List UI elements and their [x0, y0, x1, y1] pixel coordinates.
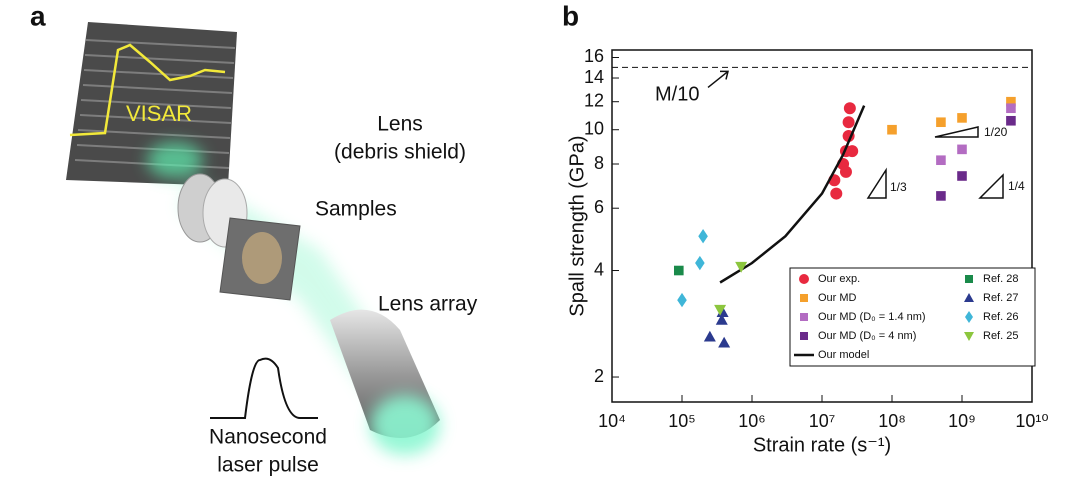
- x-tick-label: 10⁹: [948, 411, 976, 431]
- legend-swatch: [965, 311, 973, 323]
- pulse: [210, 357, 318, 419]
- point: [842, 116, 855, 129]
- slope-label: 1/3: [890, 180, 907, 194]
- x-tick-label: 10⁸: [878, 411, 906, 431]
- y-tick-label: 16: [584, 46, 604, 66]
- point: [673, 265, 684, 276]
- visar-label: VISAR: [126, 101, 192, 126]
- point: [843, 102, 856, 115]
- point: [715, 313, 728, 325]
- y-axis-label: Spall strength (GPa): [566, 135, 588, 316]
- x-tick-label: 10⁴: [598, 411, 626, 431]
- sample-disk: [242, 232, 282, 284]
- slope-label: 1/20: [984, 125, 1008, 139]
- point: [936, 191, 946, 201]
- legend-label: Ref. 28: [983, 273, 1018, 285]
- point: [695, 255, 705, 271]
- slope-triangle: [934, 126, 979, 138]
- point: [957, 171, 967, 181]
- point: [698, 229, 708, 244]
- point: [735, 261, 748, 273]
- slope-triangle: [978, 173, 1004, 199]
- slope-label: 1/4: [1008, 179, 1025, 193]
- point: [1006, 96, 1016, 107]
- legend-swatch: [964, 293, 974, 302]
- point: [1006, 103, 1016, 114]
- lens-note: (debris shield): [334, 141, 466, 164]
- legend-swatch: [799, 274, 809, 284]
- legend-swatch: [965, 275, 973, 283]
- x-axis-label: Strain rate (s⁻¹): [753, 434, 891, 456]
- slope-triangle: [866, 167, 887, 199]
- point: [936, 155, 946, 166]
- point: [936, 117, 946, 128]
- point: [718, 336, 731, 348]
- legend-label: Our model: [818, 349, 869, 361]
- legend-label: Ref. 27: [983, 292, 1018, 304]
- legend-label: Our exp.: [818, 273, 860, 285]
- pulse-label: laser pulse: [217, 454, 319, 477]
- legend-label: Our MD (D₀ = 4 nm): [818, 330, 916, 342]
- y-tick-label: 6: [594, 197, 604, 217]
- x-tick-label: 10⁷: [809, 411, 836, 431]
- y-tick-label: 12: [584, 90, 604, 110]
- legend-label: Ref. 26: [983, 311, 1018, 323]
- legend-label: Ref. 25: [983, 330, 1018, 342]
- legend-swatch: [964, 332, 974, 341]
- beam-out: [370, 395, 440, 455]
- point: [830, 187, 843, 200]
- samples-label: Samples: [315, 198, 397, 221]
- model-line: [719, 105, 866, 284]
- y-tick-label: 8: [594, 153, 604, 173]
- point: [703, 330, 716, 342]
- pulse-label: Nanosecond: [209, 426, 327, 449]
- arrow: [707, 70, 729, 88]
- x-tick-label: 10¹⁰: [1015, 411, 1048, 431]
- point: [887, 124, 897, 135]
- point: [1006, 115, 1016, 126]
- legend-swatch: [800, 294, 808, 302]
- point: [714, 304, 727, 316]
- lens-label: Lens: [377, 113, 423, 136]
- reference-label: M/10: [655, 84, 699, 106]
- point: [957, 144, 967, 155]
- y-tick-label: 10: [584, 118, 604, 138]
- legend-swatch: [800, 332, 808, 340]
- legend-label: Our MD: [818, 292, 857, 304]
- x-tick-label: 10⁶: [738, 411, 765, 431]
- point: [839, 165, 852, 178]
- point: [677, 292, 687, 308]
- point: [846, 145, 859, 158]
- lens-array-label: Lens array: [378, 293, 478, 316]
- panel-label: a: [30, 0, 46, 31]
- legend-label: Our MD (D₀ = 1.4 nm): [818, 311, 926, 323]
- x-tick-label: 10⁵: [668, 411, 695, 431]
- y-tick-label: 2: [594, 366, 604, 386]
- beam: [147, 142, 203, 178]
- legend-swatch: [800, 313, 808, 321]
- y-tick-label: 14: [584, 67, 604, 87]
- visar-trace: [69, 43, 226, 137]
- legend-box: [789, 267, 1036, 367]
- diagram: VISAR Lens (debris shield) Samples Lens …: [66, 22, 478, 477]
- panel-label: b: [562, 0, 579, 31]
- y-tick-label: 4: [594, 259, 604, 279]
- point: [957, 113, 967, 123]
